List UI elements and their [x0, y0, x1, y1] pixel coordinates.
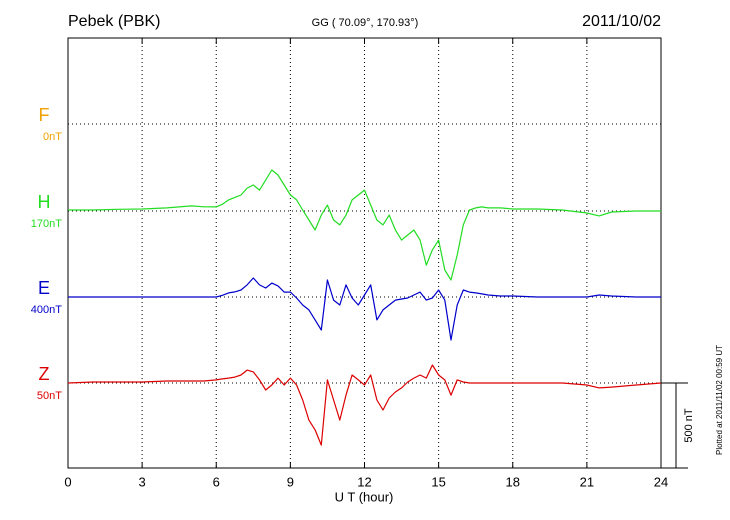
trace-line: [67, 364, 662, 446]
baseline-label: 0nT: [43, 131, 62, 143]
x-tick-label: 24: [654, 474, 668, 489]
x-tick-label: 21: [580, 474, 594, 489]
x-tick-label: 18: [506, 474, 520, 489]
x-tick-label: 9: [287, 474, 294, 489]
channel-label: E: [38, 278, 50, 298]
x-tick-label: 15: [431, 474, 445, 489]
x-tick-label: 6: [213, 474, 220, 489]
baseline-label: 400nT: [31, 304, 62, 316]
channel-label: H: [38, 192, 51, 212]
subtitle: GG ( 70.09°, 170.93°): [312, 17, 419, 29]
trace-line: [68, 169, 661, 281]
date: 2011/10/02: [582, 13, 661, 30]
trace-line: [68, 277, 661, 341]
x-tick-label: 0: [64, 474, 71, 489]
chart-title: Pebek (PBK): [68, 13, 160, 30]
baseline-label: 50nT: [37, 390, 62, 402]
footnote: Plotted at 2011/11/02 00:59 UT: [715, 345, 724, 455]
channel-label: F: [39, 105, 50, 125]
channel-label: Z: [39, 364, 50, 384]
x-axis-label: U T (hour): [335, 489, 394, 504]
scale-bar-label: 500 nT: [683, 408, 695, 443]
x-tick-label: 3: [139, 474, 146, 489]
baseline-label: 170nT: [31, 218, 62, 230]
x-tick-label: 12: [357, 474, 371, 489]
